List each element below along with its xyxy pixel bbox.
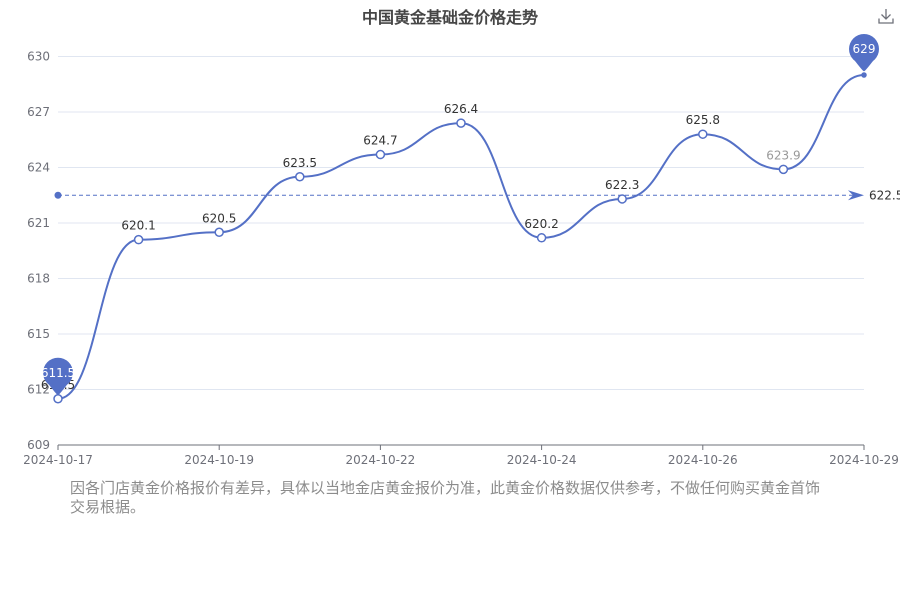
x-tick-label: 2024-10-22 [346, 453, 416, 467]
data-label: 626.4 [444, 102, 478, 116]
data-label: 620.5 [202, 211, 236, 225]
min-pin-bubble [43, 357, 73, 388]
y-tick-label: 612 [27, 383, 50, 397]
data-point [536, 233, 547, 243]
chart-title: 中国黄金基础金价格走势 [361, 8, 538, 27]
data-label: 620.2 [524, 217, 558, 231]
data-label: 620.1 [121, 219, 155, 233]
data-label: 624.7 [363, 134, 397, 148]
data-point [698, 129, 708, 139]
y-tick-label: 615 [27, 327, 50, 341]
y-tick-label: 609 [27, 438, 50, 452]
data-point [375, 149, 386, 160]
average-line-start-dot [54, 191, 62, 199]
x-tick-label: 2024-10-19 [184, 453, 254, 467]
data-point [53, 394, 63, 404]
x-tick-label: 2024-10-29 [829, 453, 899, 467]
y-tick-label: 621 [27, 216, 50, 230]
max-pin-label: 629 [853, 42, 876, 56]
y-tick-label: 624 [27, 161, 50, 175]
y-tick-label: 630 [27, 50, 50, 64]
data-point [778, 164, 789, 175]
data-point [617, 194, 627, 204]
average-line-arrow [848, 190, 864, 201]
data-point [456, 118, 466, 128]
y-tick-label: 627 [27, 105, 50, 119]
y-tick-label: 618 [27, 272, 50, 286]
data-point [295, 172, 305, 182]
max-pin-bubble [849, 34, 879, 64]
disclaimer-note: 因各门店黄金价格报价有差异，具体以当地金店黄金报价为准，此黄金价格数据仅供参考，… [70, 479, 821, 516]
download-button[interactable] [876, 6, 896, 26]
data-point [214, 227, 224, 237]
x-tick-label: 2024-10-17 [23, 453, 93, 467]
data-point [133, 234, 144, 245]
download-icon [878, 9, 894, 24]
data-point [861, 72, 867, 78]
x-tick-label: 2024-10-26 [668, 453, 738, 467]
data-label: 625.8 [686, 113, 720, 127]
min-pin-label: 611.5 [41, 366, 75, 380]
average-line-label: 622.5 [869, 188, 900, 202]
data-label: 623.9 [766, 148, 800, 162]
data-label: 623.5 [283, 156, 317, 170]
data-label: 622.3 [605, 178, 639, 192]
x-tick-label: 2024-10-24 [507, 453, 577, 467]
